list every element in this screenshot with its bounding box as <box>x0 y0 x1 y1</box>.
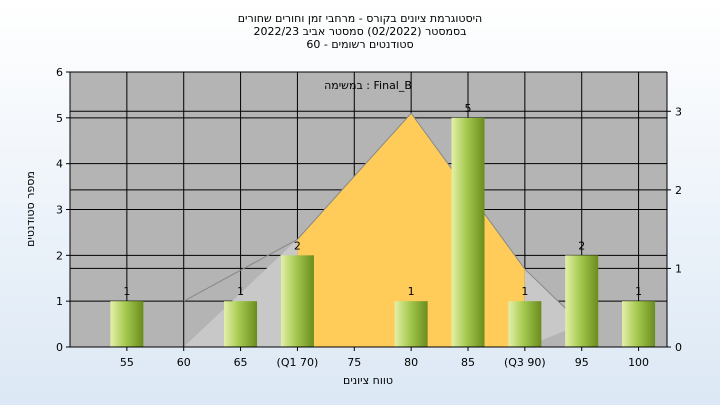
x-tick-label: 75 <box>347 356 361 369</box>
y-tick-label: 1 <box>56 295 63 308</box>
bar <box>110 301 144 347</box>
data-label: 5 <box>465 102 472 115</box>
x-tick-label: 65 <box>234 356 248 369</box>
y-tick-label: 2 <box>56 249 63 262</box>
x-tick-label: 80 <box>404 356 418 369</box>
chart-title-line-2: בסמסטר (02/2022) סמסטר אביב 2022/23 <box>253 25 466 38</box>
bar <box>565 255 599 347</box>
y-tick-label: 0 <box>56 341 63 354</box>
x-tick-label: (Q1 70) <box>277 356 319 369</box>
bar <box>622 301 656 347</box>
data-label: 1 <box>237 285 244 298</box>
y-tick-label: 4 <box>56 158 63 171</box>
x-axis-title: טווח ציונים <box>343 374 393 387</box>
legend-label: במשימה : Final_B <box>324 79 412 92</box>
bar <box>508 301 542 347</box>
x-tick-label: (Q3 90) <box>504 356 546 369</box>
data-label: 1 <box>123 285 130 298</box>
data-label: 2 <box>294 239 301 252</box>
x-tick-label: 60 <box>177 356 191 369</box>
data-label: 2 <box>578 239 585 252</box>
y2-tick-label: 1 <box>675 262 682 275</box>
x-tick-label: 85 <box>461 356 475 369</box>
y-tick-label: 3 <box>56 204 63 217</box>
lower-whisker <box>183 239 298 347</box>
bar <box>280 255 314 347</box>
bars: 1 1 2 1 5 1 2 1 <box>110 102 656 347</box>
chart-title: היסטוגרמת ציונים בקורס - מרחבי זמן וחורי… <box>238 12 483 51</box>
y2-tick-label: 2 <box>675 184 682 197</box>
bar <box>451 117 485 347</box>
chart-title-line-1: היסטוגרמת ציונים בקורס - מרחבי זמן וחורי… <box>238 12 483 25</box>
chart-title-line-3: סטודנטים רשומים - 60 <box>306 38 413 51</box>
x-tick-label: 55 <box>120 356 134 369</box>
bar <box>224 301 258 347</box>
data-label: 1 <box>408 285 415 298</box>
y2-tick-label: 3 <box>675 105 682 118</box>
y-tick-label: 6 <box>56 66 63 79</box>
y-axis-title: מספר סטודנטים <box>24 171 37 247</box>
data-label: 1 <box>521 285 528 298</box>
bar <box>394 301 428 347</box>
y2-tick-label: 0 <box>675 341 682 354</box>
boxplot-outline <box>183 112 583 325</box>
x-tick-label: 95 <box>575 356 589 369</box>
data-label: 1 <box>635 285 642 298</box>
y-tick-label: 5 <box>56 112 63 125</box>
x-tick-label: 100 <box>628 356 649 369</box>
